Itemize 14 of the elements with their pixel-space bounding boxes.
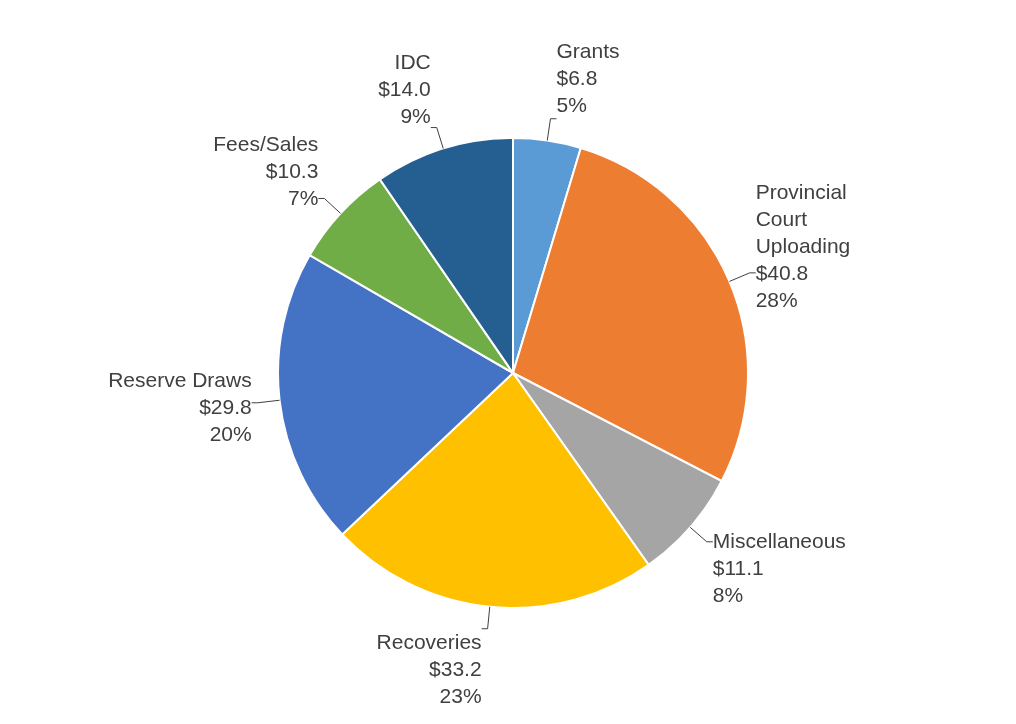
data-label: $33.2 23% xyxy=(429,656,482,707)
slice-label: Grants xyxy=(556,39,620,63)
data-label: $11.1 8% xyxy=(712,556,764,607)
slice-label: Reserve Draws xyxy=(108,368,252,392)
slice-label: Miscellaneous xyxy=(712,529,846,553)
data-label: $14.0 9% xyxy=(378,76,431,127)
slice-label: Recoveries xyxy=(376,629,482,653)
data-label: $6.8 5% xyxy=(556,66,598,117)
data-label: $10.3 7% xyxy=(265,158,319,209)
slice-label: Provincial Court Uploading xyxy=(755,180,851,258)
data-label: $29.8 20% xyxy=(199,395,252,446)
slice-label: Fees/Sales xyxy=(213,131,319,155)
slice-label: IDC xyxy=(394,49,431,73)
data-label: $40.8 28% xyxy=(755,261,809,312)
